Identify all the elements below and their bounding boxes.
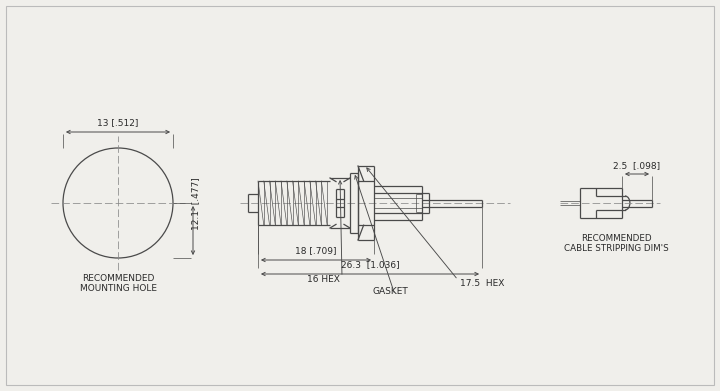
Text: 2.5  [.098]: 2.5 [.098] (613, 161, 660, 170)
Text: RECOMMENDED
MOUNTING HOLE: RECOMMENDED MOUNTING HOLE (79, 274, 156, 293)
Text: 16 HEX: 16 HEX (307, 274, 340, 283)
Text: RECOMMENDED
CABLE STRIPPING DIM'S: RECOMMENDED CABLE STRIPPING DIM'S (564, 234, 668, 253)
Text: 13 [.512]: 13 [.512] (97, 118, 139, 127)
Text: 12.1  [.477]: 12.1 [.477] (192, 178, 200, 231)
Text: 17.5  HEX: 17.5 HEX (460, 278, 505, 287)
Text: 18 [.709]: 18 [.709] (295, 246, 337, 255)
Text: GASKET: GASKET (372, 287, 408, 296)
Text: 26.3  [1.036]: 26.3 [1.036] (341, 260, 400, 269)
